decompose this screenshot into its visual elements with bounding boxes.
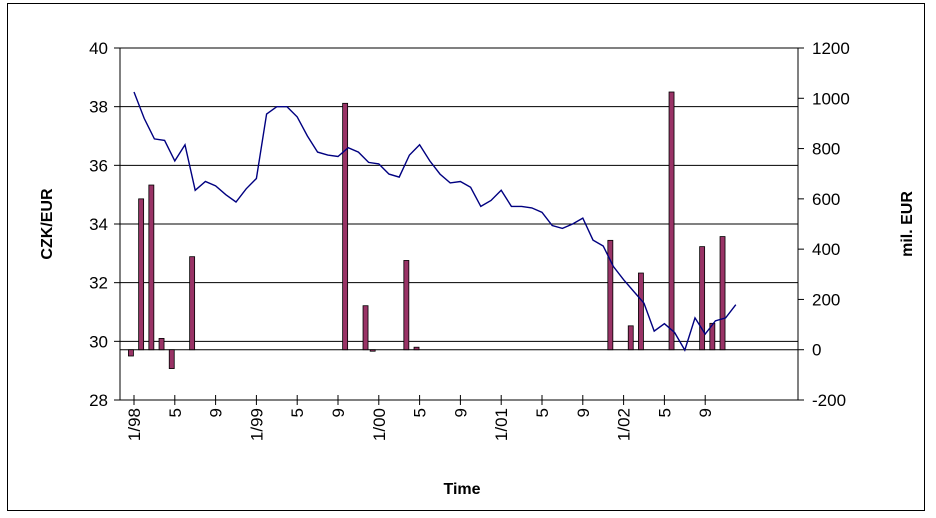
bar xyxy=(607,239,614,351)
bar xyxy=(138,198,145,351)
x-tick-label: 9 xyxy=(207,408,226,417)
x-tick-label: 9 xyxy=(696,408,715,417)
gridlines xyxy=(120,47,798,351)
x-tick-label: 9 xyxy=(574,408,593,417)
bar xyxy=(709,322,716,351)
y-tick-label-left: 40 xyxy=(89,39,108,58)
y-tick-label-right: 200 xyxy=(812,290,840,309)
y-axis-left-title: CZK/EUR xyxy=(39,188,56,260)
bar xyxy=(362,305,369,351)
y-tick-label-left: 38 xyxy=(89,98,108,117)
x-tick-label: 9 xyxy=(451,408,470,417)
y-tick-label-left: 36 xyxy=(89,156,108,175)
y-tick-label-left: 28 xyxy=(89,391,108,410)
x-tick-label: 9 xyxy=(329,408,348,417)
y-axis-right-title: mil. EUR xyxy=(899,191,916,257)
x-tick-label: 5 xyxy=(288,408,307,417)
bar xyxy=(148,184,155,351)
bar xyxy=(168,349,175,369)
bar xyxy=(342,102,349,351)
x-tick-label: 1/02 xyxy=(615,408,634,441)
x-tick-label: 5 xyxy=(533,408,552,417)
x-tick-label: 1/00 xyxy=(370,408,389,441)
x-tick-label: 1/01 xyxy=(492,408,511,441)
y-tick-label-right: 0 xyxy=(812,341,821,360)
bar xyxy=(413,346,420,351)
line-series xyxy=(133,91,737,352)
axes xyxy=(114,47,804,405)
y-tick-label-right: 1000 xyxy=(812,89,850,108)
y-tick-label-left: 30 xyxy=(89,332,108,351)
x-tick-label: 5 xyxy=(655,408,674,417)
y-tick-label-right: 600 xyxy=(812,190,840,209)
bar xyxy=(158,337,165,351)
bar xyxy=(719,236,726,351)
bar xyxy=(627,325,634,351)
bar xyxy=(403,260,410,351)
y-tick-label-right: 800 xyxy=(812,140,840,159)
y-tick-label-right: -200 xyxy=(812,391,846,410)
bar xyxy=(128,349,134,357)
y-tick-label-left: 32 xyxy=(89,274,108,293)
bar xyxy=(189,256,196,351)
x-axis-title: Time xyxy=(443,481,480,498)
exchange-rate-line xyxy=(133,91,737,352)
bar xyxy=(369,349,376,352)
tick-labels: 28 30 32 34 36 38 40 -200 0 200 400 600 800 1000 1200 1… xyxy=(89,39,850,441)
x-tick-label: 1/99 xyxy=(247,408,266,441)
x-tick-label: 1/98 xyxy=(125,408,144,441)
x-tick-label: 5 xyxy=(166,408,185,417)
bar xyxy=(699,246,706,351)
bar-series xyxy=(128,91,726,369)
bar xyxy=(638,272,644,351)
y-tick-label-right: 1200 xyxy=(812,39,850,58)
chart-frame xyxy=(7,3,925,511)
y-tick-label-left: 34 xyxy=(89,215,108,234)
y-tick-label-right: 400 xyxy=(812,240,840,259)
x-tick-label: 5 xyxy=(411,408,430,417)
bar xyxy=(668,91,675,351)
